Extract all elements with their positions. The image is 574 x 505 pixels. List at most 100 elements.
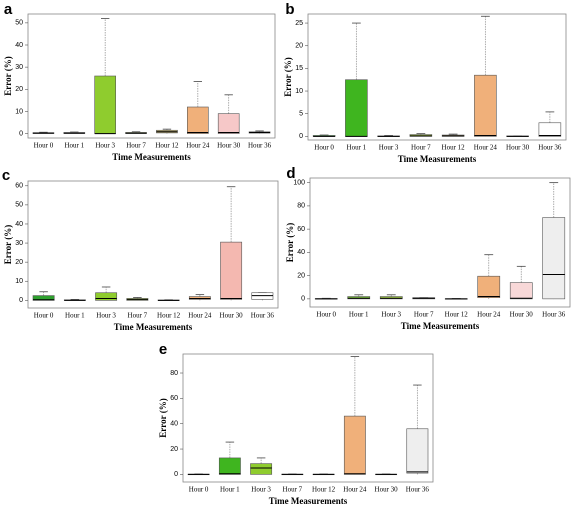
panel-label: c: [2, 167, 10, 184]
x-tick-label: Hour 3: [381, 311, 401, 319]
x-tick-label: Hour 7: [411, 144, 431, 152]
y-axis-label: Error (%): [283, 57, 293, 96]
y-tick-label: 0: [299, 133, 303, 140]
box: [95, 292, 118, 301]
y-tick-label: 15: [295, 65, 303, 72]
y-axis-label: Error (%): [285, 223, 295, 262]
y-tick-label: 0: [19, 297, 23, 304]
x-tick-label: Hour 0: [34, 312, 54, 320]
y-tick-label: 0: [301, 296, 305, 303]
panel-label: d: [286, 165, 295, 182]
x-tick-label: Hour 0: [34, 142, 54, 150]
box: [347, 296, 371, 300]
x-axis-label: Time Measurements: [398, 154, 477, 164]
y-tick-label: 50: [15, 20, 23, 27]
plot-frame: [182, 353, 434, 483]
x-axis-label: Time Measurements: [269, 496, 348, 505]
box: [538, 122, 562, 137]
box: [218, 457, 241, 475]
x-tick-label: Hour 24: [477, 311, 501, 319]
x-tick-label: Hour 7: [128, 312, 148, 320]
y-tick-label: 25: [295, 20, 303, 27]
panel-label: a: [4, 1, 13, 18]
x-axis-label: Time Measurements: [114, 322, 193, 332]
x-tick-label: Hour 0: [189, 486, 209, 494]
y-tick-label: 5: [299, 111, 303, 118]
box: [220, 241, 243, 300]
x-tick-label: Hour 24: [188, 312, 212, 320]
y-tick-label: 30: [15, 64, 23, 71]
panel-label: b: [285, 1, 294, 18]
x-axis-label: Time Measurements: [401, 321, 480, 331]
x-tick-label: Hour 12: [442, 144, 466, 152]
x-tick-label: Hour 30: [375, 486, 399, 494]
plot-frame: [27, 180, 279, 309]
y-tick-label: 20: [15, 86, 23, 93]
x-tick-label: Hour 7: [126, 142, 146, 150]
box: [509, 282, 533, 300]
y-tick-label: 40: [15, 42, 23, 49]
x-tick-label: Hour 36: [542, 311, 566, 319]
y-axis-label: Error (%): [158, 398, 168, 437]
y-tick-label: 0: [174, 471, 178, 478]
x-tick-label: Hour 30: [506, 144, 530, 152]
box: [217, 113, 240, 134]
box: [379, 296, 403, 300]
y-tick-label: 10: [15, 278, 23, 285]
box: [32, 295, 55, 301]
y-tick-label: 40: [297, 249, 305, 256]
y-tick-label: 40: [170, 421, 178, 428]
box: [250, 463, 273, 475]
box: [477, 275, 501, 299]
x-tick-label: Hour 3: [95, 142, 115, 150]
x-tick-label: Hour 3: [251, 486, 271, 494]
x-tick-label: Hour 3: [96, 312, 116, 320]
x-tick-label: Hour 12: [155, 142, 179, 150]
x-axis-label: Time Measurements: [112, 152, 191, 162]
box: [94, 75, 116, 134]
y-tick-label: 60: [297, 226, 305, 233]
x-tick-label: Hour 30: [510, 311, 534, 319]
y-axis-label: Error (%): [3, 225, 13, 264]
x-tick-label: Hour 30: [220, 312, 244, 320]
x-tick-label: Hour 1: [347, 144, 367, 152]
y-axis-label: Error (%): [3, 56, 13, 95]
y-tick-label: 80: [170, 370, 178, 377]
plot-frame: [309, 177, 571, 308]
x-tick-label: Hour 30: [217, 142, 241, 150]
x-tick-label: Hour 24: [343, 486, 367, 494]
x-tick-label: Hour 1: [220, 486, 240, 494]
box: [542, 217, 566, 300]
y-tick-label: 80: [297, 203, 305, 210]
box: [345, 79, 368, 137]
x-tick-label: Hour 36: [251, 312, 275, 320]
y-tick-label: 20: [295, 43, 303, 50]
x-tick-label: Hour 1: [64, 142, 84, 150]
box: [474, 74, 497, 137]
x-tick-label: Hour 0: [316, 311, 336, 319]
x-tick-label: Hour 7: [283, 486, 303, 494]
x-tick-label: Hour 12: [312, 486, 336, 494]
x-tick-label: Hour 3: [379, 144, 399, 152]
x-tick-label: Hour 36: [538, 144, 562, 152]
y-tick-label: 20: [170, 446, 178, 453]
x-tick-label: Hour 12: [445, 311, 469, 319]
plot-frame: [27, 13, 276, 139]
y-tick-label: 10: [15, 108, 23, 115]
x-tick-label: Hour 36: [248, 142, 272, 150]
x-tick-label: Hour 1: [65, 312, 85, 320]
x-tick-label: Hour 24: [186, 142, 210, 150]
y-tick-label: 60: [15, 183, 23, 190]
y-tick-label: 40: [15, 221, 23, 228]
box: [406, 428, 429, 474]
y-tick-label: 0: [19, 130, 23, 137]
box: [343, 415, 366, 475]
x-tick-label: Hour 12: [157, 312, 181, 320]
x-tick-label: Hour 7: [414, 311, 434, 319]
box: [187, 106, 209, 134]
x-tick-label: Hour 1: [349, 311, 369, 319]
x-tick-label: Hour 36: [406, 486, 430, 494]
y-tick-label: 10: [295, 88, 303, 95]
y-tick-label: 30: [15, 240, 23, 247]
